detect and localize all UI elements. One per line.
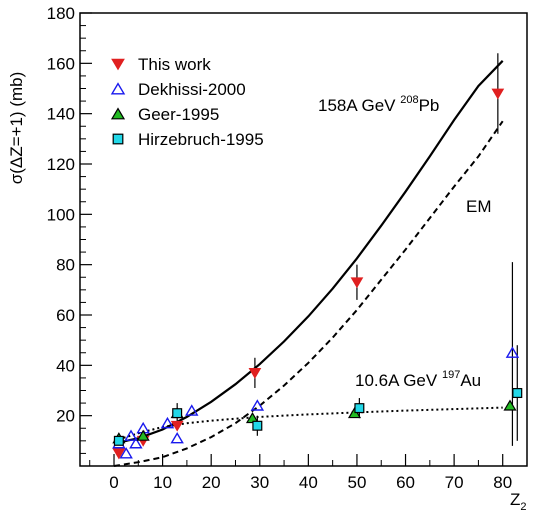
data-point: [170, 420, 184, 432]
curve-dashed: [113, 120, 504, 467]
y-tick-label: 100: [47, 205, 75, 224]
data-point: [503, 399, 517, 411]
x-tick-label: 30: [250, 473, 269, 492]
axis-ticks: 0 10 20 30 40 50 60 70 80 20 40 60 80 100 120 140 160 180: [47, 4, 528, 492]
annotation-pb-label: 158A GeV 208Pb: [318, 94, 439, 115]
legend-marker: [110, 107, 126, 120]
data-point: [248, 367, 262, 379]
x-tick-label: 20: [202, 473, 221, 492]
y-tick-label: 60: [56, 306, 75, 325]
data-point: [350, 277, 364, 289]
legend-label: Geer-1995: [138, 105, 219, 124]
data-point: [505, 346, 520, 358]
y-tick-label: 40: [56, 356, 75, 375]
x-tick-label: 0: [109, 473, 118, 492]
x-tick-label: 40: [299, 473, 318, 492]
y-tick-label: 140: [47, 105, 75, 124]
annotation-em-label: EM: [466, 197, 492, 216]
data-point: [170, 431, 184, 444]
data-point: [129, 437, 143, 449]
y-tick-label: 180: [47, 4, 75, 23]
data-point: [113, 435, 124, 446]
data-point: [354, 403, 365, 414]
data-point: [112, 448, 126, 460]
data-point: [252, 420, 263, 431]
curve-dotted: [113, 406, 503, 442]
legend-label: Dekhissi-2000: [138, 80, 246, 99]
x-axis-title: Z2: [510, 490, 527, 513]
legend-marker: [111, 58, 125, 71]
data-point: [491, 88, 505, 100]
data-point: [160, 416, 175, 429]
data-point: [124, 429, 138, 441]
y-tick-label: 160: [47, 54, 75, 73]
data-point: [119, 447, 133, 459]
legend-marker: [112, 133, 124, 145]
y-axis-title: σ(ΔZ=+1) (mb): [7, 72, 26, 185]
legend-marker: [110, 82, 126, 95]
data-points: [112, 88, 523, 460]
y-tick-label: 80: [56, 256, 75, 275]
y-tick-label: 20: [56, 407, 75, 426]
x-tick-label: 10: [153, 473, 172, 492]
legend-label: Hirzebruch-1995: [138, 130, 264, 149]
data-point: [136, 429, 150, 441]
x-tick-label: 50: [347, 473, 366, 492]
annotation-au-label: 10.6A GeV 197Au: [355, 369, 481, 390]
x-tick-label: 60: [396, 473, 415, 492]
x-tick-label: 70: [445, 473, 464, 492]
legend-label: This work: [138, 55, 211, 74]
data-point: [512, 388, 523, 399]
data-point: [185, 404, 199, 416]
legend: This work Dekhissi-2000 Geer-1995 Hirzebruc…: [110, 55, 264, 149]
y-tick-label: 120: [47, 155, 75, 174]
x-tick-label: 80: [493, 473, 512, 492]
data-point: [172, 408, 183, 419]
data-point: [250, 399, 265, 411]
